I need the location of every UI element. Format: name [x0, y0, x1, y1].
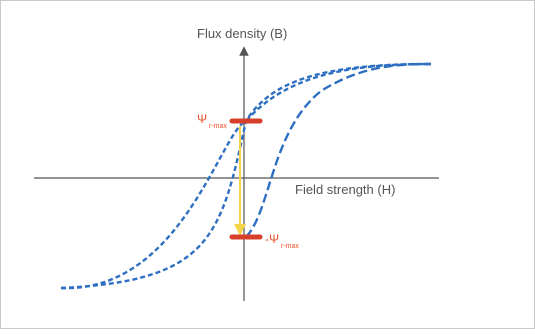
- lower-marker-subscript: r-max: [281, 243, 299, 250]
- upper-marker-label: Ψ: [197, 112, 207, 126]
- hysteresis-ascending-branch: [60, 62, 432, 290]
- y-axis-label: Flux density (B): [197, 26, 287, 41]
- upper-marker-subscript: r-max: [209, 123, 227, 130]
- x-axis-label: Field strength (H): [295, 182, 395, 197]
- lower-marker-label: -Ψ: [265, 232, 279, 246]
- hysteresis-descending-branch: [60, 62, 432, 290]
- initial-magnetization-curve: [245, 62, 432, 238]
